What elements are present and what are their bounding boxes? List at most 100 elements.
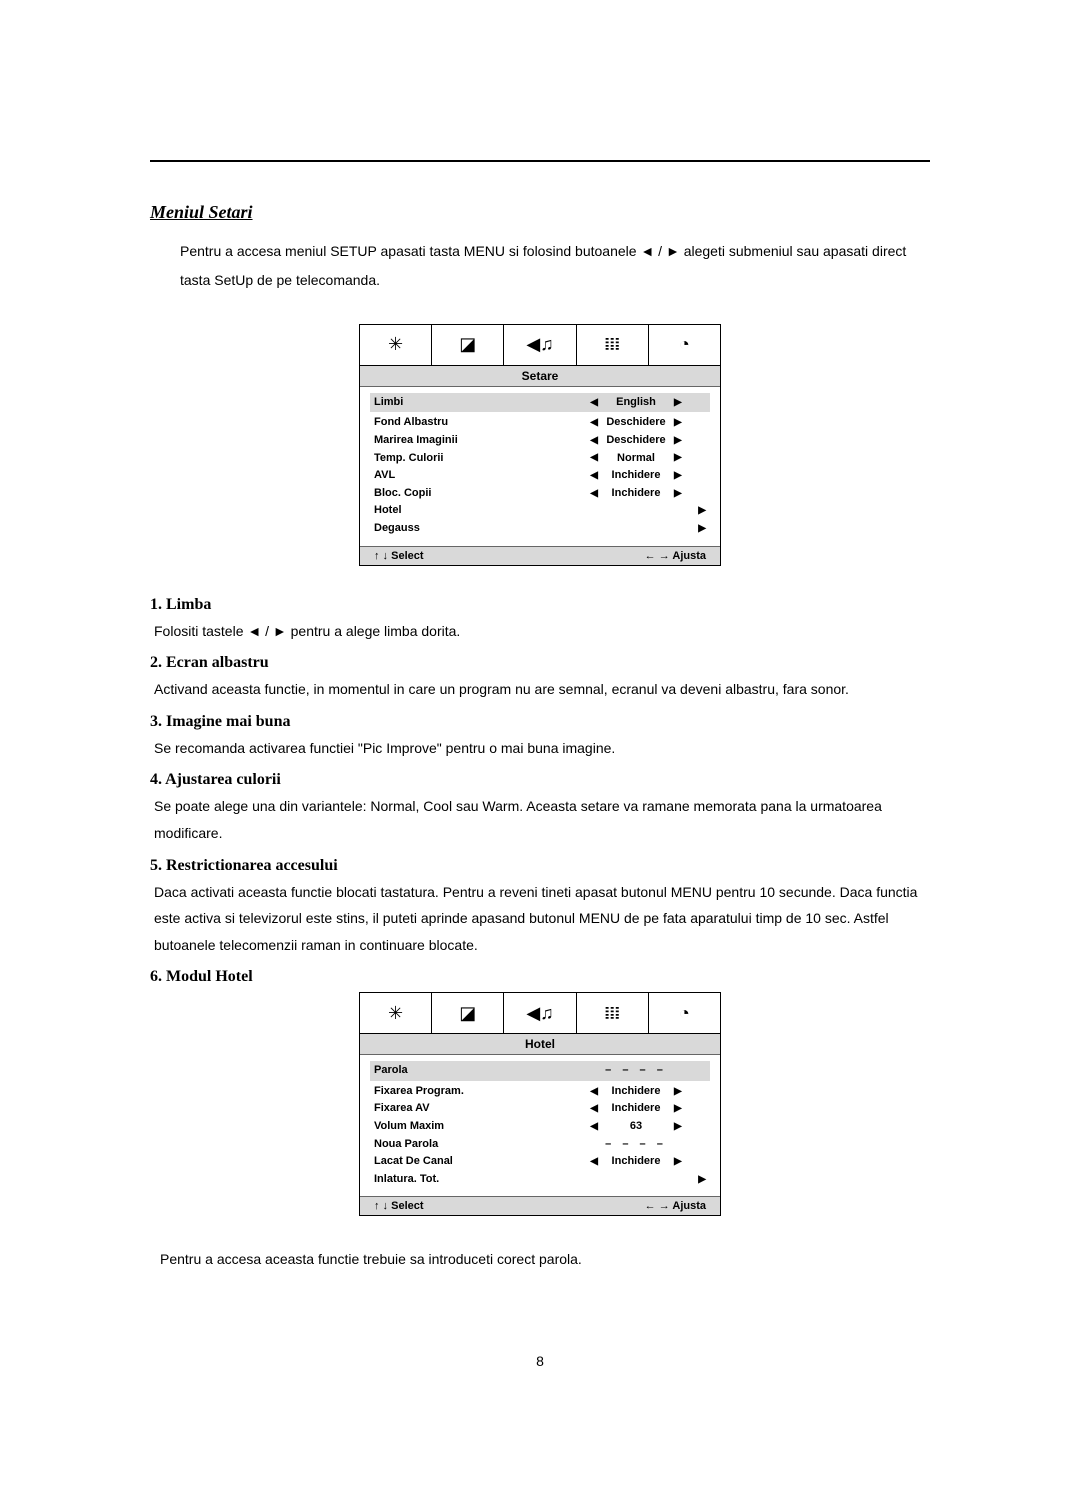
menu-row-value-wrap: ▶	[562, 1172, 706, 1188]
menu-row-value-wrap: – – – –	[566, 1062, 706, 1080]
list-heading: 4. Ajustarea culorii	[150, 771, 930, 789]
menu-row-value: English	[606, 394, 666, 412]
tab-icon-5: ◔	[649, 993, 720, 1033]
menu-row-label: Marirea Imaginii	[374, 432, 566, 450]
right-arrow-icon: ▶	[674, 433, 682, 449]
menu-body: Limbi◀English▶Fond Albastru◀Deschidere▶M…	[360, 387, 720, 546]
tab-icon-2: ◪	[432, 993, 504, 1033]
right-arrow-icon: ▶	[698, 521, 706, 537]
tab-icon-4: 𝍖	[577, 993, 649, 1033]
menu-row-value-wrap: ◀ Deschidere ▶	[566, 432, 706, 450]
menu-tabs: ✳ ◪ ◀♫ 𝍖 ◔	[360, 325, 720, 366]
menu-row-value: Inchidere	[606, 467, 666, 485]
menu-row: Fond Albastru◀Deschidere▶	[374, 414, 706, 432]
menu-row: Noua Parola – – – –	[374, 1136, 706, 1154]
closing-text: Pentru a accesa aceasta functie trebuie …	[160, 1246, 930, 1273]
hotel-menu: ✳ ◪ ◀♫ 𝍖 ◔ Hotel Parola– – – – Fixarea Pr…	[359, 992, 721, 1216]
menu-row: Lacat De Canal◀Inchidere▶	[374, 1153, 706, 1171]
menu-row: Limbi ◀ English ▶	[370, 393, 710, 413]
menu-header: Hotel	[360, 1034, 720, 1055]
menu-row-label: Fixarea Program.	[374, 1083, 566, 1101]
menu-row-label: Bloc. Copii	[374, 485, 566, 503]
right-arrow-icon: ▶	[674, 1119, 682, 1135]
list-body: Se poate alege una din variantele: Norma…	[154, 793, 930, 846]
footer-left: ↑ ↓ Select	[374, 1200, 424, 1212]
menu-row-value-wrap: ◀ Normal ▶	[566, 450, 706, 468]
menu-row-value-wrap: ◀ English ▶	[566, 394, 706, 412]
right-arrow-icon: ▶	[674, 1101, 682, 1117]
menu-row-value: Normal	[606, 450, 666, 468]
left-arrow-icon: ◀	[590, 468, 598, 484]
list-body: Daca activati aceasta functie blocati ta…	[154, 879, 930, 959]
menu-row: Degauss ▶	[374, 520, 706, 538]
footer-right: ← → Ajusta	[645, 1200, 706, 1212]
menu-row-label: Limbi	[374, 394, 566, 412]
right-arrow-icon: ▶	[674, 1154, 682, 1170]
menu-row-value-wrap: ◀Inchidere▶	[566, 485, 706, 503]
right-arrow-icon: ▶	[698, 1172, 706, 1188]
menu-row-label: AVL	[374, 467, 566, 485]
list-heading: 6. Modul Hotel	[150, 968, 930, 986]
menu-row-value: Deschidere	[606, 414, 666, 432]
menu-row-value-wrap: ▶	[562, 521, 706, 537]
setare-menu: ✳ ◪ ◀♫ 𝍖 ◔ Setare Limbi◀English▶Fond Alb…	[359, 324, 721, 566]
left-arrow-icon: ◀	[590, 450, 598, 466]
menu-row-value-wrap: ◀ Inchidere ▶	[566, 467, 706, 485]
menu-row-label: Temp. Culorii	[374, 450, 566, 468]
left-arrow-icon: ◀	[590, 433, 598, 449]
right-arrow-icon: ▶	[698, 503, 706, 519]
menu-row-label: Hotel	[374, 502, 562, 520]
right-arrow-icon: ▶	[674, 486, 682, 502]
menu-row-value-wrap: ◀Deschidere▶	[566, 414, 706, 432]
footer-right: ← → Ajusta	[645, 550, 706, 562]
menu-row-value: Inchidere	[606, 1100, 666, 1118]
left-arrow-icon: ◀	[590, 1084, 598, 1100]
menu-row-value: Inchidere	[606, 1083, 666, 1101]
tab-icon-3: ◀♫	[504, 993, 576, 1033]
menu-row-label: Inlatura. Tot.	[374, 1171, 562, 1189]
menu-row-label: Lacat De Canal	[374, 1153, 566, 1171]
left-arrow-icon: ◀	[590, 486, 598, 502]
menu-row: Volum Maxim◀63▶	[374, 1118, 706, 1136]
right-arrow-icon: ▶	[674, 450, 682, 466]
menu-row: Marirea Imaginii ◀ Deschidere ▶	[374, 432, 706, 450]
menu-footer: ↑ ↓ Select ← → Ajusta	[360, 1196, 720, 1215]
menu-body: Parola– – – – Fixarea Program. ◀ Inchidere ▶…	[360, 1055, 720, 1196]
menu-header: Setare	[360, 366, 720, 387]
menu-row: Parola– – – –	[370, 1061, 710, 1081]
right-arrow-icon: ▶	[674, 1084, 682, 1100]
list-heading: 3. Imagine mai buna	[150, 713, 930, 731]
list-heading: 1. Limba	[150, 596, 930, 614]
tab-icon-3: ◀♫	[504, 325, 576, 365]
list-body: Folositi tastele ◄ / ► pentru a alege li…	[154, 618, 930, 645]
tab-icon-2: ◪	[432, 325, 504, 365]
tab-icon-1: ✳	[360, 325, 432, 365]
tab-icon-5: ◔	[649, 325, 720, 365]
menu-row: Inlatura. Tot. ▶	[374, 1171, 706, 1189]
menu-footer: ↑ ↓ Select ← → Ajusta	[360, 546, 720, 565]
menu-row-value-wrap: ◀63▶	[566, 1118, 706, 1136]
menu-tabs: ✳ ◪ ◀♫ 𝍖 ◔	[360, 993, 720, 1034]
menu-row-value: Deschidere	[606, 432, 666, 450]
menu-row-value-wrap: ◀ Inchidere ▶	[566, 1083, 706, 1101]
menu-row-value: 63	[606, 1118, 666, 1136]
right-arrow-icon: ▶	[674, 395, 682, 411]
right-arrow-icon: ▶	[674, 468, 682, 484]
menu-row-value: – – – –	[605, 1136, 667, 1154]
list-heading: 5. Restrictionarea accesului	[150, 857, 930, 875]
menu-row-label: Degauss	[374, 520, 562, 538]
list-body: Activand aceasta functie, in momentul in…	[154, 676, 930, 703]
menu-row: Fixarea Program. ◀ Inchidere ▶	[374, 1083, 706, 1101]
menu-row: Hotel ▶	[374, 502, 706, 520]
left-arrow-icon: ◀	[590, 395, 598, 411]
footer-left: ↑ ↓ Select	[374, 550, 424, 562]
menu-row-label: Fixarea AV	[374, 1100, 566, 1118]
menu-row-value: Inchidere	[606, 1153, 666, 1171]
menu-row: Bloc. Copii◀Inchidere▶	[374, 485, 706, 503]
menu-row-value-wrap: ◀Inchidere▶	[566, 1153, 706, 1171]
menu-row: Fixarea AV◀Inchidere▶	[374, 1100, 706, 1118]
section-title: Meniul Setari	[150, 202, 930, 223]
list-heading: 2. Ecran albastru	[150, 654, 930, 672]
menu-row-label: Noua Parola	[374, 1136, 566, 1154]
menu-row-value: – – – –	[605, 1062, 667, 1080]
